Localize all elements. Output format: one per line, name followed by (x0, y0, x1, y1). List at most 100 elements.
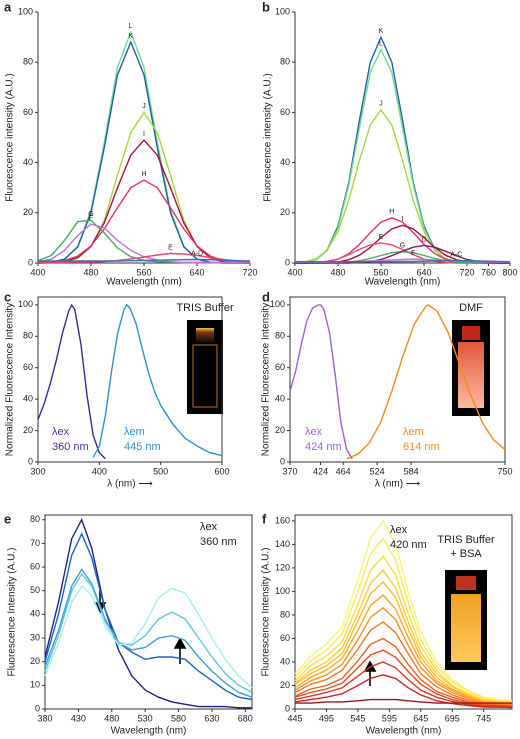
x-tick-label: 400 (30, 267, 45, 277)
y-tick-label: 20 (23, 425, 33, 435)
series-label: K (128, 33, 133, 40)
y-tick-label: 140 (275, 539, 290, 549)
x-tick-label: 640 (416, 267, 431, 277)
x-axis-title: λ (nm) ⟶ (107, 479, 152, 490)
panel-label: c (4, 289, 11, 304)
series-line (37, 138, 251, 264)
x-tick-label: 380 (37, 713, 52, 723)
y-tick-label: 20 (23, 207, 33, 217)
x-tick-label: 695 (445, 713, 460, 723)
x-tick-label: 760 (481, 267, 496, 277)
y-tick-label: 120 (275, 562, 290, 572)
x-tick-label: 430 (71, 713, 86, 723)
x-tick-label: 495 (319, 713, 334, 723)
y-tick-label: 80 (275, 331, 285, 341)
x-axis-title: Wavelength (nm) (366, 726, 442, 737)
x-tick-label: 580 (171, 713, 186, 723)
x-axis-title: Wavelength (nm) (365, 277, 441, 288)
series-label: I (143, 131, 145, 138)
panel-label: b (262, 0, 270, 14)
x-tick-label: 445 (287, 713, 302, 723)
y-tick-label: 40 (275, 394, 285, 404)
panel-label: d (262, 289, 270, 304)
y-tick-label: 30 (30, 632, 40, 642)
series-line (294, 661, 513, 708)
series-line (37, 179, 251, 264)
series-label: F (89, 215, 93, 222)
x-tick-label: 560 (136, 267, 151, 277)
series-line (294, 48, 510, 264)
annotation: 420 nm (390, 539, 427, 551)
series-label: D (421, 236, 426, 243)
annotation: DMF (459, 302, 483, 314)
x-tick-label: 480 (104, 713, 119, 723)
x-tick-label: 600 (214, 466, 229, 476)
y-tick-label: 40 (23, 157, 33, 167)
series-line (294, 606, 513, 706)
plot-frame (44, 514, 253, 710)
y-tick-label: 60 (23, 362, 33, 372)
y-tick-label: 0 (28, 456, 33, 466)
annotation: λex (52, 426, 70, 438)
y-tick-label: 20 (275, 425, 285, 435)
y-tick-label: 20 (280, 680, 290, 690)
x-tick-label: 720 (459, 267, 474, 277)
annotation: TRIS Buffer (437, 534, 495, 546)
series-label: E (379, 234, 384, 241)
series-line (346, 304, 506, 460)
series-label: A-D (191, 250, 203, 257)
x-tick-label: 424 (313, 466, 328, 476)
annotation: 424 nm (305, 441, 342, 453)
series-line (294, 35, 510, 264)
y-tick-label: 80 (23, 331, 33, 341)
x-tick-label: 480 (330, 267, 345, 277)
annotation: λex (390, 524, 408, 536)
x-tick-label: 370 (282, 466, 297, 476)
y-tick-label: 40 (280, 656, 290, 666)
x-tick-label: 745 (476, 713, 491, 723)
series-label: L (129, 23, 133, 30)
annotation: 360 nm (200, 536, 237, 548)
series-line (294, 108, 510, 264)
series-label: L (379, 40, 383, 47)
y-tick-label: 60 (23, 107, 33, 117)
annotation: λex (305, 426, 323, 438)
y-tick-label: 60 (30, 561, 40, 571)
y-axis-title: Fluorescence Intensity (A.U.) (7, 548, 18, 677)
series-line (294, 519, 513, 702)
series-line (44, 532, 253, 701)
y-tick-label: 20 (30, 656, 40, 666)
series-label: G (400, 243, 405, 250)
y-tick-label: 70 (30, 538, 40, 548)
y-tick-label: 80 (30, 514, 40, 524)
y-tick-label: 0 (28, 257, 33, 267)
x-tick-label: 500 (153, 466, 168, 476)
x-tick-label: 530 (138, 713, 153, 723)
series-label: H (389, 209, 394, 216)
series-line (294, 594, 513, 705)
y-tick-label: 40 (23, 394, 33, 404)
series-line (44, 568, 253, 698)
y-tick-label: 20 (280, 207, 290, 217)
x-tick-label: 400 (92, 466, 107, 476)
y-tick-label: 60 (280, 633, 290, 643)
y-tick-label: 50 (30, 585, 40, 595)
series-label: A-C (450, 251, 462, 258)
series-label: G (88, 211, 93, 218)
series-label: J (142, 103, 146, 110)
plot-frame (294, 514, 513, 710)
y-axis-title: Fluorescence intensity (A.U.) (263, 73, 274, 201)
y-tick-label: 60 (280, 107, 290, 117)
series-label: K (379, 28, 384, 35)
x-tick-label: 630 (204, 713, 219, 723)
x-tick-label: 640 (189, 267, 204, 277)
series-line (294, 580, 513, 705)
y-tick-label: 100 (270, 299, 285, 309)
y-tick-label: 0 (35, 703, 40, 713)
y-tick-label: 0 (280, 456, 285, 466)
x-tick-label: 595 (382, 713, 397, 723)
annotation: 445 nm (124, 441, 161, 453)
plot-frame (37, 296, 223, 463)
series-line (38, 258, 251, 262)
x-tick-label: 680 (238, 713, 253, 723)
